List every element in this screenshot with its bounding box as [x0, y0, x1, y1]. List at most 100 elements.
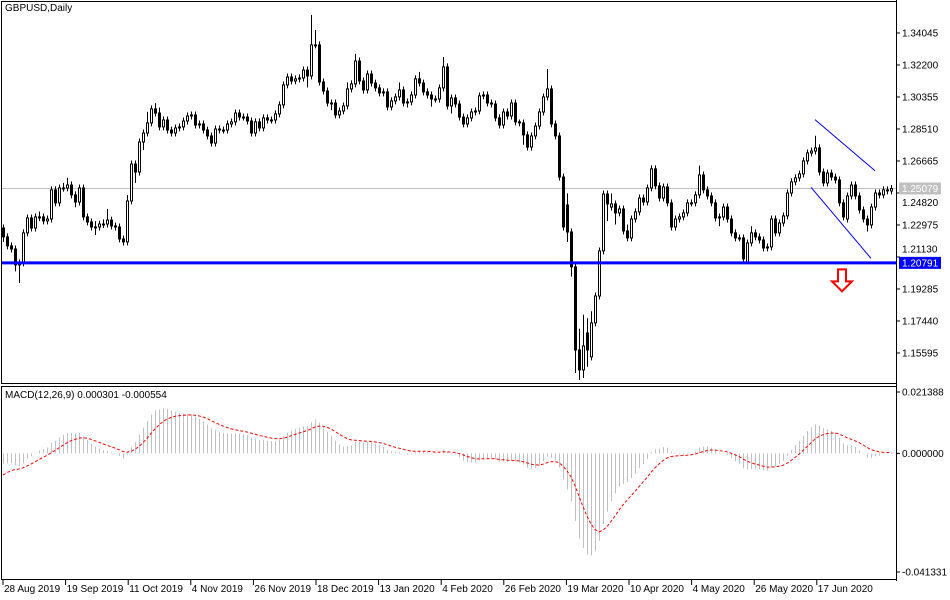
time-tick-label: 26 Feb 2020: [505, 584, 562, 595]
macd-tick-label: 0.000000: [902, 449, 944, 460]
price-tick-label: 1.19285: [902, 284, 939, 295]
candle-bearish: [326, 90, 329, 104]
macd-indicator: [2, 408, 892, 556]
candle-bullish: [750, 232, 753, 244]
support-price-tag-bg: [899, 256, 941, 269]
candle-bearish: [522, 122, 525, 136]
candle-bullish: [846, 195, 849, 220]
price-tick-label: 1.24820: [902, 198, 939, 209]
candle-bearish: [318, 44, 321, 83]
candle-bullish: [66, 184, 69, 189]
price-tick-label: 1.30355: [902, 92, 939, 103]
candle-bullish: [470, 111, 473, 119]
candle-bullish: [682, 212, 685, 218]
candle-bullish: [434, 98, 437, 101]
candle-bullish: [794, 177, 797, 183]
candle-bullish: [610, 203, 613, 208]
candle-bullish: [94, 226, 97, 229]
time-tick-label: 19 Sep 2019: [67, 584, 124, 595]
candle-bullish: [810, 150, 813, 154]
candle-bearish: [114, 225, 117, 228]
candle-bearish: [554, 123, 557, 137]
candle-bullish: [510, 102, 513, 117]
candle-bearish: [586, 332, 589, 351]
candle-bullish: [634, 211, 637, 220]
candle-bullish: [142, 132, 145, 143]
candle-bullish: [350, 83, 353, 90]
candle-bullish: [162, 119, 165, 128]
overlays: [2, 119, 896, 293]
candle-bullish: [790, 181, 793, 194]
candle-bearish: [570, 231, 573, 268]
candle-bearish: [830, 172, 833, 178]
candle-bearish: [654, 168, 657, 187]
candle-bearish: [498, 117, 501, 126]
candle-bearish: [246, 116, 249, 122]
candle-bullish: [694, 194, 697, 204]
price-tick-label: 1.21130: [902, 244, 938, 255]
candle-bearish: [842, 202, 845, 218]
candle-bullish: [786, 192, 789, 217]
candle-bullish: [106, 219, 109, 225]
candle-bullish: [882, 189, 885, 196]
candle-bullish: [146, 122, 149, 134]
candle-bearish: [2, 227, 5, 238]
current-price-tag-bg: [899, 182, 941, 195]
candle-bullish: [182, 120, 185, 128]
candle-bullish: [38, 216, 41, 219]
time-tick-label: 4 Feb 2020: [442, 584, 493, 595]
candle-bullish: [442, 66, 445, 89]
candle-bearish: [514, 102, 517, 123]
candle-bullish: [130, 163, 133, 202]
candle-bullish: [722, 206, 725, 218]
candle-bearish: [566, 204, 569, 233]
candle-bullish: [686, 202, 689, 214]
candle-bearish: [170, 129, 173, 134]
candle-bullish: [766, 246, 769, 249]
candle-bearish: [614, 203, 617, 214]
candle-bearish: [706, 189, 709, 197]
candle-bullish: [718, 216, 721, 219]
channel-lower-line: [810, 186, 872, 259]
current-price-tag: 1.25079: [902, 184, 939, 195]
candle-bearish: [430, 94, 433, 100]
macd-axis: 0.021388 0.000000 -0.041331: [896, 388, 947, 579]
candle-bearish: [166, 119, 169, 131]
candle-bearish: [774, 218, 777, 234]
candle-bullish: [98, 223, 101, 228]
candle-bullish: [34, 216, 37, 229]
candle-bullish: [406, 101, 409, 104]
candle-bullish: [482, 94, 485, 97]
candle-bearish: [730, 218, 733, 234]
candle-bullish: [738, 237, 741, 240]
candle-bullish: [26, 217, 29, 234]
candle-bearish: [10, 245, 13, 250]
candle-bearish: [70, 184, 73, 196]
candle-bearish: [306, 69, 309, 77]
candle-bearish: [458, 103, 461, 118]
candle-bearish: [422, 82, 425, 93]
candle-bearish: [486, 94, 489, 104]
candle-bearish: [606, 193, 609, 205]
candle-bearish: [90, 221, 93, 228]
candle-bearish: [82, 187, 85, 218]
candle-bearish: [714, 202, 717, 219]
candle-bullish: [662, 186, 665, 199]
candle-bullish: [826, 172, 829, 184]
candle-bullish: [178, 126, 181, 129]
candle-bearish: [210, 135, 213, 144]
macd-tick-label: 0.021388: [902, 388, 944, 399]
channel-upper-line: [814, 119, 876, 172]
candle-bullish: [594, 295, 597, 324]
candle-bearish: [118, 226, 121, 240]
macd-signal-line: [2, 414, 892, 533]
time-tick-label: 19 Mar 2020: [567, 584, 624, 595]
candle-bullish: [478, 95, 481, 112]
candle-bearish: [854, 184, 857, 197]
candle-bullish: [646, 187, 649, 203]
candle-bullish: [778, 222, 781, 234]
candle-bullish: [382, 91, 385, 94]
candle-bullish: [138, 141, 141, 173]
candle-bullish: [62, 187, 65, 190]
